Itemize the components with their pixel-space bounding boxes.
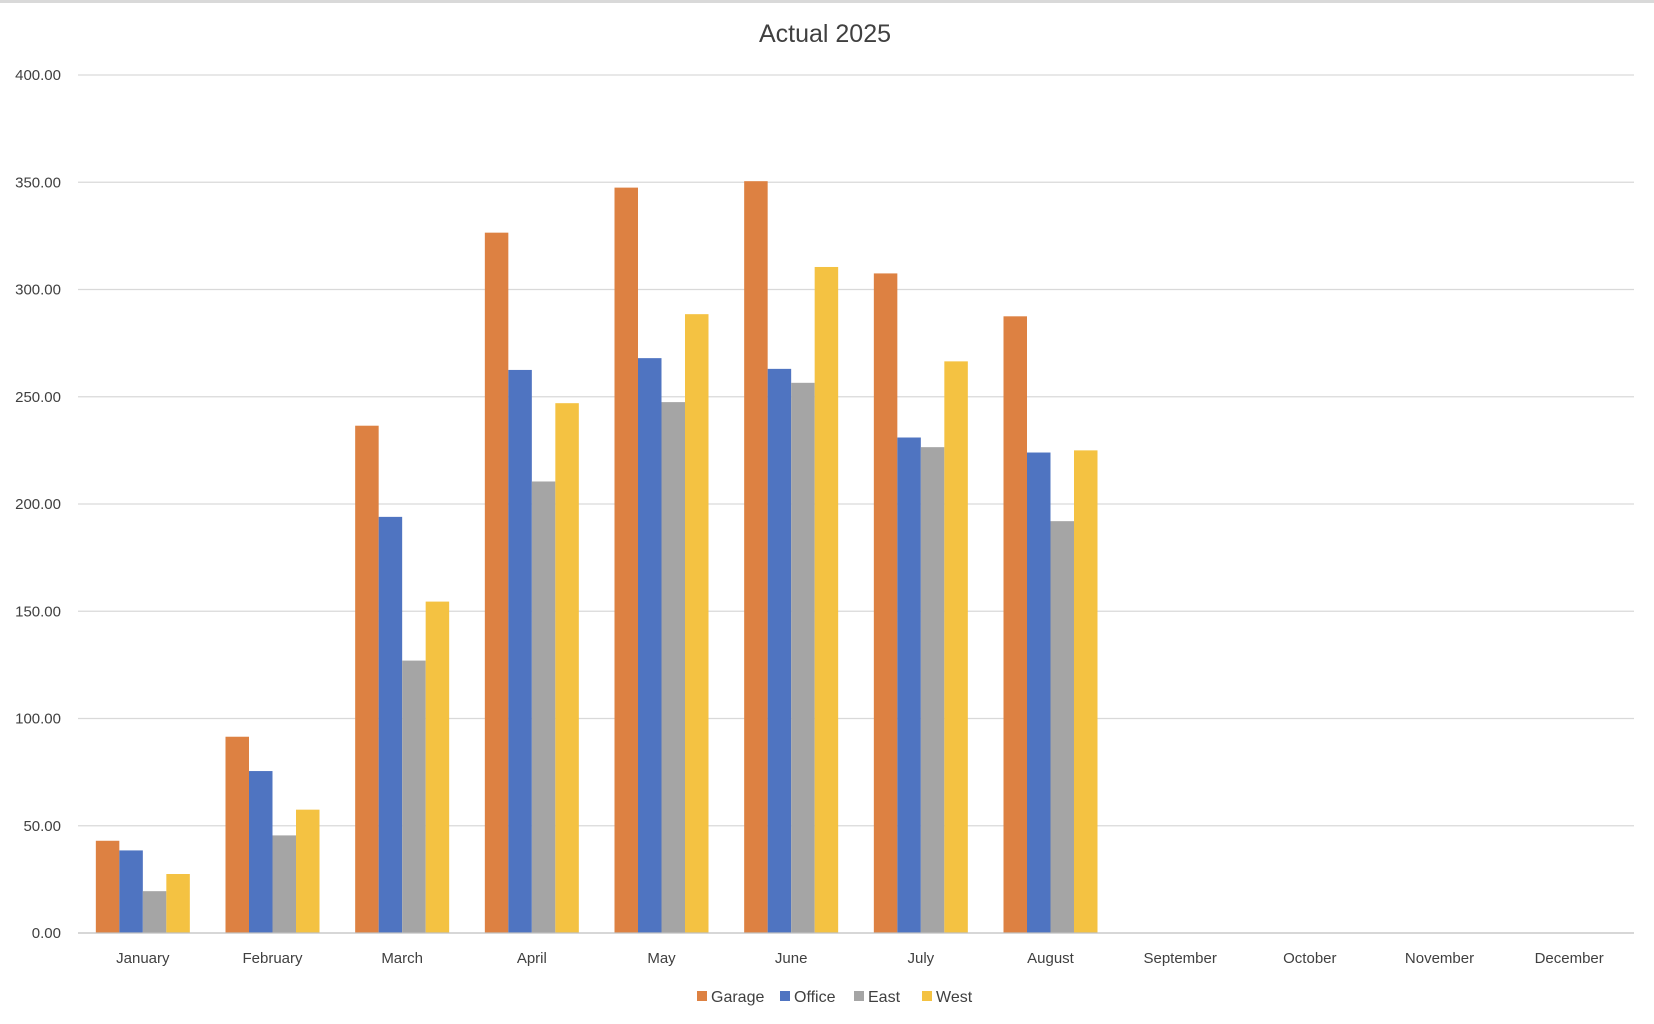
bar-east-march — [402, 660, 426, 933]
x-tick-label: November — [1405, 950, 1474, 967]
top-border — [0, 0, 1654, 3]
x-tick-label: September — [1143, 950, 1216, 967]
x-tick-label: April — [517, 950, 547, 967]
legend-label: East — [868, 989, 901, 1006]
y-tick-label: 250.00 — [15, 389, 61, 406]
bar-garage-may — [614, 187, 638, 934]
bar-east-june — [791, 382, 815, 933]
legend-item-west[interactable]: West — [922, 989, 973, 1006]
legend-label: Garage — [711, 989, 764, 1006]
legend-swatch — [854, 991, 864, 1001]
bar-office-january — [119, 850, 143, 933]
bar-garage-april — [484, 232, 509, 934]
bar-garage-august — [1003, 316, 1027, 933]
y-tick-label: 50.00 — [23, 818, 61, 835]
legend-item-office[interactable]: Office — [780, 989, 836, 1006]
bars — [95, 181, 1098, 934]
bar-east-july — [920, 447, 945, 933]
y-tick-label: 200.00 — [15, 496, 61, 513]
y-tick-label: 300.00 — [15, 282, 61, 299]
legend-swatch — [697, 991, 707, 1001]
x-tick-label: July — [907, 950, 934, 967]
bar-west-june — [814, 266, 839, 933]
x-tick-label: March — [381, 950, 423, 967]
gridlines — [78, 74, 1634, 827]
legend-swatch — [922, 991, 932, 1001]
bar-garage-july — [873, 273, 898, 934]
bar-office-july — [897, 437, 921, 933]
chart-title: Actual 2025 — [759, 20, 891, 48]
legend-label: West — [936, 989, 973, 1006]
y-axis-tick-labels: 0.00 50.00 100.00 150.00 200.00 250.00 300.00 3… — [15, 67, 61, 942]
bar-office-august — [1027, 452, 1051, 933]
bar-west-january — [166, 874, 190, 933]
bar-garage-january — [95, 840, 120, 933]
x-tick-label: February — [242, 950, 303, 967]
bar-west-february — [296, 809, 320, 933]
x-tick-label: January — [116, 950, 170, 967]
bar-west-march — [425, 601, 450, 933]
y-tick-label: 400.00 — [15, 67, 61, 84]
bar-garage-june — [744, 181, 768, 934]
bar-office-february — [249, 771, 273, 933]
bar-west-august — [1074, 450, 1098, 933]
bar-office-april — [508, 369, 532, 933]
bar-office-may — [638, 358, 662, 933]
bar-office-june — [767, 368, 792, 933]
bar-east-august — [1050, 521, 1074, 933]
x-tick-label: August — [1027, 950, 1075, 967]
bar-east-april — [531, 481, 556, 933]
bar-east-february — [272, 835, 296, 933]
legend[interactable]: Garage Office East West — [697, 989, 973, 1006]
y-tick-label: 100.00 — [15, 711, 61, 728]
y-tick-label: 350.00 — [15, 174, 61, 191]
x-tick-label: October — [1283, 950, 1336, 967]
bar-garage-february — [225, 736, 249, 933]
bar-garage-march — [355, 425, 379, 933]
y-tick-label: 0.00 — [32, 925, 61, 942]
legend-item-garage[interactable]: Garage — [697, 989, 764, 1006]
legend-swatch — [780, 991, 790, 1001]
bar-west-april — [555, 403, 579, 933]
bar-east-january — [142, 891, 167, 933]
x-axis-tick-labels: January February March April May June July Augu… — [116, 950, 1604, 967]
legend-label: Office — [794, 989, 836, 1006]
legend-item-east[interactable]: East — [854, 989, 901, 1006]
bar-west-may — [685, 314, 709, 934]
x-tick-label: June — [775, 950, 808, 967]
bar-west-july — [944, 361, 968, 933]
bar-office-march — [378, 516, 403, 933]
x-tick-label: December — [1535, 950, 1604, 967]
y-tick-label: 150.00 — [15, 603, 61, 620]
x-tick-label: May — [647, 950, 676, 967]
bar-east-may — [661, 402, 685, 933]
